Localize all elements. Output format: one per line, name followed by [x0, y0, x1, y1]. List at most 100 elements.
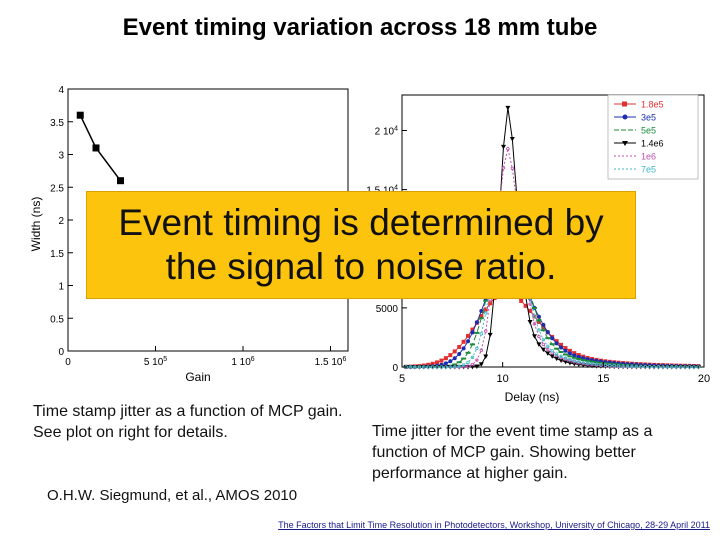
legend-label: 1e6: [641, 152, 656, 162]
left-ytick-label: 2: [58, 216, 64, 227]
data-point: [470, 355, 475, 360]
data-point: [527, 320, 533, 325]
data-point: [439, 365, 444, 369]
data-point: [435, 365, 439, 369]
data-point: [567, 361, 573, 366]
legend-marker: [622, 141, 628, 146]
left-ytick-label: 3: [58, 151, 64, 162]
data-point: [616, 364, 621, 368]
left-caption: Time stamp jitter as a function of MCP g…: [33, 401, 393, 443]
data-point: [457, 344, 462, 349]
legend-label: 7e5: [641, 165, 656, 175]
data-point: [536, 342, 542, 347]
data-point: [656, 365, 661, 369]
data-point: [461, 339, 466, 344]
data-point: [469, 343, 475, 346]
data-point: [602, 362, 608, 365]
data-point: [572, 351, 577, 356]
data-point: [603, 363, 608, 367]
data-point: [674, 365, 678, 369]
right-xtick-label: 10: [497, 373, 509, 385]
data-point: [562, 359, 568, 365]
data-point: [541, 322, 546, 327]
data-point: [466, 339, 471, 344]
data-point: [470, 362, 475, 367]
data-point: [550, 349, 554, 353]
data-point: [621, 364, 625, 368]
data-point: [549, 343, 555, 346]
data-point: [577, 359, 581, 364]
legend-box: [607, 94, 699, 180]
right-ytick-label: 0: [392, 363, 398, 374]
right-caption: Time jitter for the event time stamp as …: [372, 423, 653, 482]
data-point: [487, 332, 493, 338]
left-ytick-label: 0.5: [50, 314, 64, 325]
data-point: [692, 365, 696, 369]
data-point: [523, 303, 528, 308]
data-point: [453, 365, 457, 369]
data-point: [576, 358, 582, 361]
data-point: [546, 347, 550, 352]
data-point: [554, 352, 559, 356]
citation: O.H.W. Siegmund, et al., AMOS 2010: [47, 487, 298, 504]
data-point: [537, 334, 541, 339]
data-point: [483, 307, 488, 312]
data-point: [452, 363, 458, 366]
data-point: [567, 355, 573, 358]
data-point: [461, 346, 466, 351]
data-point: [630, 364, 634, 369]
data-point: [687, 365, 692, 369]
data-point: [598, 361, 604, 364]
data-point: [589, 360, 595, 363]
data-point: [537, 328, 541, 332]
data-point: [531, 306, 537, 309]
data-point: [577, 361, 581, 365]
data-point: [478, 317, 484, 320]
data-point: [625, 364, 630, 368]
data-point: [430, 361, 435, 366]
data-point: [532, 314, 537, 319]
left-xlabel: Gain: [185, 370, 210, 384]
data-point: [483, 354, 489, 359]
left-ytick-label: 1: [58, 282, 64, 293]
data-point: [457, 351, 462, 356]
right-xtick-label: 20: [698, 373, 710, 385]
left-xtick-label: 1 106: [231, 356, 254, 368]
data-point: [469, 364, 475, 370]
series-line: [406, 194, 699, 368]
footer-link[interactable]: The Factors that Limit Time Resolution i…: [278, 520, 710, 530]
data-point: [571, 356, 577, 359]
left-data-point: [117, 177, 124, 185]
data-point: [540, 329, 546, 332]
slide-title: Event timing variation across 18 mm tube: [122, 14, 598, 41]
data-point: [475, 358, 479, 362]
data-point: [479, 348, 484, 352]
data-point: [558, 350, 564, 353]
data-point: [475, 346, 479, 351]
data-point: [554, 341, 559, 346]
data-point: [550, 351, 554, 355]
legend-label: 3e5: [641, 113, 656, 123]
data-point: [670, 365, 674, 369]
data-point: [510, 166, 515, 171]
data-point: [466, 360, 470, 365]
data-point: [474, 331, 480, 334]
data-point: [452, 349, 457, 354]
right-xtick-label: 5: [399, 373, 405, 385]
data-point: [665, 365, 670, 369]
data-point: [594, 362, 599, 367]
data-point: [474, 364, 480, 369]
left-ytick-label: 1.5: [50, 249, 64, 260]
left-ytick-label: 2.5: [50, 183, 64, 194]
data-point: [568, 357, 572, 362]
legend-label: 5e5: [641, 126, 656, 136]
data-point: [661, 365, 665, 369]
callout-box: Event timing is determined by the signal…: [86, 191, 636, 299]
data-point: [470, 330, 475, 335]
data-point: [678, 365, 683, 369]
data-point: [563, 348, 568, 353]
data-point: [456, 361, 462, 364]
data-point: [599, 363, 603, 367]
data-point: [559, 354, 563, 359]
